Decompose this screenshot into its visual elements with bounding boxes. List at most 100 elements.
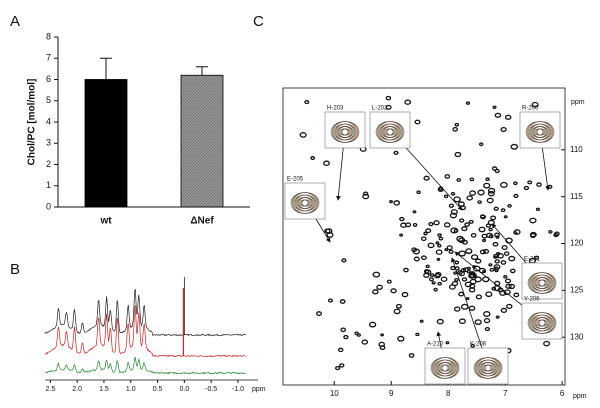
spectrum-frame bbox=[282, 87, 566, 386]
peak bbox=[529, 233, 537, 239]
peak bbox=[454, 122, 460, 127]
x-tick-label: wt bbox=[99, 216, 112, 227]
peak bbox=[338, 363, 345, 368]
peak bbox=[481, 233, 488, 239]
peak bbox=[343, 334, 349, 340]
peak bbox=[413, 256, 420, 262]
inset-box bbox=[521, 262, 563, 300]
inset-box bbox=[424, 347, 466, 385]
peak bbox=[453, 271, 458, 275]
peak bbox=[513, 193, 519, 198]
peak bbox=[429, 273, 435, 277]
peak bbox=[323, 160, 330, 167]
inset-label: E-201 bbox=[524, 257, 541, 263]
peak bbox=[423, 231, 428, 236]
peak bbox=[328, 298, 333, 303]
x-tick-label: 2.5 bbox=[45, 386, 55, 393]
peak bbox=[478, 142, 484, 147]
peak bbox=[492, 105, 497, 110]
x-tick-label: 7 bbox=[503, 389, 508, 398]
peak bbox=[513, 292, 520, 298]
peak bbox=[450, 191, 456, 196]
peak bbox=[393, 200, 401, 206]
peak bbox=[503, 275, 508, 279]
inset-contour bbox=[332, 121, 360, 143]
inset-contour bbox=[475, 357, 503, 379]
peak bbox=[372, 271, 381, 278]
peak bbox=[465, 248, 473, 254]
peak bbox=[500, 307, 508, 313]
inset-contour bbox=[341, 128, 351, 136]
peak bbox=[472, 274, 477, 278]
peak bbox=[324, 228, 331, 234]
peak bbox=[385, 104, 392, 110]
peak bbox=[468, 287, 476, 293]
peak bbox=[487, 190, 495, 197]
peak bbox=[379, 345, 386, 350]
peak bbox=[339, 299, 346, 304]
peak bbox=[403, 267, 409, 273]
peak bbox=[445, 341, 450, 345]
peak bbox=[509, 268, 516, 274]
peak bbox=[495, 235, 500, 239]
peak bbox=[535, 207, 540, 212]
peak bbox=[435, 249, 443, 255]
y-tick-label: 0 bbox=[46, 201, 51, 211]
peak bbox=[341, 258, 347, 263]
peak bbox=[448, 249, 454, 254]
spectrum-trace bbox=[44, 305, 247, 358]
inset-contour bbox=[535, 277, 551, 289]
peak bbox=[456, 177, 462, 182]
peak bbox=[488, 263, 493, 267]
peak bbox=[492, 241, 499, 247]
peak bbox=[414, 119, 421, 125]
peak bbox=[457, 270, 463, 275]
peak bbox=[453, 228, 459, 233]
inset-label: R-200 bbox=[522, 106, 539, 112]
peak bbox=[470, 344, 476, 348]
x-axis-label: ppm bbox=[252, 386, 266, 393]
inset-contour bbox=[441, 364, 451, 372]
peak bbox=[399, 233, 404, 237]
peak bbox=[362, 193, 370, 200]
peak bbox=[389, 200, 393, 204]
peak bbox=[503, 215, 508, 219]
peak bbox=[400, 222, 407, 228]
peak bbox=[505, 283, 512, 289]
peak bbox=[404, 99, 412, 105]
peak bbox=[425, 228, 432, 234]
peak bbox=[446, 245, 453, 251]
peak bbox=[415, 332, 420, 337]
x-tick-label: -0.5 bbox=[205, 386, 217, 393]
inset-label: K-208 bbox=[470, 342, 487, 348]
inset-box bbox=[521, 302, 563, 340]
peak bbox=[482, 248, 490, 254]
peak bbox=[500, 181, 508, 188]
error-bar bbox=[100, 57, 112, 80]
peak bbox=[438, 236, 444, 241]
peak bbox=[461, 226, 468, 232]
y-tick-label: 4 bbox=[46, 116, 51, 126]
peak bbox=[363, 191, 369, 196]
peak bbox=[503, 251, 510, 256]
peak bbox=[543, 340, 551, 347]
peak bbox=[475, 258, 482, 264]
peak bbox=[504, 114, 512, 120]
peak bbox=[491, 166, 498, 171]
y-tick-label: 130 bbox=[570, 332, 584, 341]
peak bbox=[461, 277, 468, 282]
inset-contour bbox=[335, 123, 357, 141]
peak bbox=[489, 267, 495, 272]
peak bbox=[433, 220, 440, 226]
peak bbox=[494, 168, 500, 174]
peak bbox=[458, 237, 466, 244]
peak bbox=[334, 365, 341, 371]
inset-contour bbox=[527, 121, 555, 143]
y-tick-label: 3 bbox=[46, 138, 51, 148]
peak bbox=[460, 268, 467, 273]
inset-contour bbox=[438, 362, 454, 374]
bar bbox=[84, 79, 128, 208]
panel-label: B bbox=[10, 261, 20, 278]
peak bbox=[504, 278, 512, 284]
peak bbox=[488, 227, 493, 232]
